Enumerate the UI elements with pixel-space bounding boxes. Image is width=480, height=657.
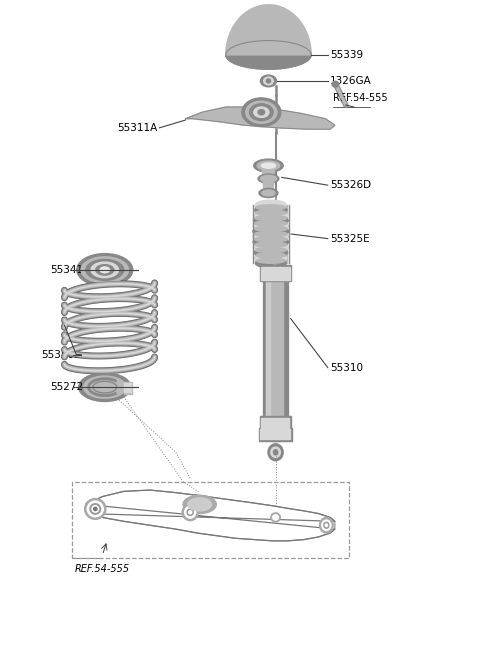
Polygon shape <box>261 265 291 281</box>
Text: 55341: 55341 <box>50 265 84 275</box>
Text: 55326D: 55326D <box>330 180 371 190</box>
Ellipse shape <box>324 522 329 528</box>
Ellipse shape <box>274 449 278 455</box>
Polygon shape <box>86 490 335 541</box>
Ellipse shape <box>262 190 275 196</box>
Ellipse shape <box>253 221 288 231</box>
Ellipse shape <box>254 231 288 237</box>
Text: 55325E: 55325E <box>330 234 370 244</box>
Ellipse shape <box>254 107 269 118</box>
Text: 55310: 55310 <box>330 363 363 373</box>
Polygon shape <box>261 418 289 428</box>
Ellipse shape <box>271 447 280 457</box>
Ellipse shape <box>188 498 212 511</box>
Ellipse shape <box>90 504 101 514</box>
Text: 55339: 55339 <box>330 50 363 60</box>
Ellipse shape <box>246 101 277 124</box>
Text: 55311A: 55311A <box>117 123 157 133</box>
Text: REF.54-555: REF.54-555 <box>75 564 130 574</box>
Ellipse shape <box>86 260 124 281</box>
Polygon shape <box>273 265 278 267</box>
Ellipse shape <box>87 501 103 517</box>
Ellipse shape <box>189 510 192 514</box>
Ellipse shape <box>254 211 288 220</box>
Ellipse shape <box>261 175 276 182</box>
Ellipse shape <box>77 254 133 286</box>
Polygon shape <box>262 166 275 179</box>
Ellipse shape <box>255 210 286 215</box>
Ellipse shape <box>264 77 273 85</box>
Ellipse shape <box>100 267 109 273</box>
Ellipse shape <box>258 174 279 183</box>
Polygon shape <box>185 107 335 129</box>
Ellipse shape <box>183 495 216 514</box>
Ellipse shape <box>84 376 126 398</box>
Text: 55272: 55272 <box>50 382 84 392</box>
Ellipse shape <box>253 243 288 252</box>
Ellipse shape <box>255 254 287 263</box>
Ellipse shape <box>242 98 281 127</box>
Polygon shape <box>265 272 283 434</box>
Ellipse shape <box>261 163 276 168</box>
Text: 1326GA: 1326GA <box>330 76 372 86</box>
Ellipse shape <box>322 520 331 530</box>
Ellipse shape <box>254 237 287 242</box>
Ellipse shape <box>253 232 289 241</box>
Ellipse shape <box>271 513 280 522</box>
Ellipse shape <box>255 215 287 221</box>
Polygon shape <box>259 428 292 441</box>
Ellipse shape <box>266 79 271 83</box>
Polygon shape <box>124 382 132 394</box>
Ellipse shape <box>255 200 286 210</box>
Text: 55350S: 55350S <box>41 350 80 359</box>
Ellipse shape <box>258 110 264 115</box>
Ellipse shape <box>84 499 106 520</box>
Ellipse shape <box>255 242 287 247</box>
Ellipse shape <box>92 506 98 512</box>
Ellipse shape <box>182 504 198 521</box>
Ellipse shape <box>255 248 286 253</box>
Ellipse shape <box>187 509 193 516</box>
Polygon shape <box>260 429 290 440</box>
Ellipse shape <box>257 258 285 263</box>
Ellipse shape <box>256 253 286 258</box>
Polygon shape <box>124 383 132 392</box>
Ellipse shape <box>253 216 288 225</box>
Polygon shape <box>255 205 287 263</box>
Ellipse shape <box>91 262 119 278</box>
Ellipse shape <box>79 373 131 401</box>
Ellipse shape <box>254 248 288 258</box>
Ellipse shape <box>259 189 278 198</box>
Polygon shape <box>263 267 288 440</box>
Ellipse shape <box>325 524 327 526</box>
Polygon shape <box>261 267 290 280</box>
Ellipse shape <box>257 161 280 170</box>
Ellipse shape <box>254 159 283 172</box>
Ellipse shape <box>255 259 286 268</box>
Ellipse shape <box>253 227 289 236</box>
Ellipse shape <box>96 265 114 275</box>
Polygon shape <box>260 417 291 430</box>
Ellipse shape <box>81 257 129 283</box>
Ellipse shape <box>255 206 287 215</box>
Text: REF.54-555: REF.54-555 <box>333 93 387 103</box>
Polygon shape <box>265 273 270 433</box>
Ellipse shape <box>94 507 97 510</box>
Ellipse shape <box>254 226 288 231</box>
Ellipse shape <box>256 205 286 210</box>
Ellipse shape <box>332 81 339 87</box>
Ellipse shape <box>268 444 283 461</box>
Polygon shape <box>226 5 311 55</box>
Ellipse shape <box>261 75 276 87</box>
Ellipse shape <box>226 41 311 69</box>
Ellipse shape <box>185 507 196 518</box>
Polygon shape <box>270 436 281 441</box>
Ellipse shape <box>273 515 278 520</box>
Ellipse shape <box>250 104 273 121</box>
Ellipse shape <box>254 221 287 226</box>
Ellipse shape <box>320 518 333 533</box>
Polygon shape <box>273 265 275 267</box>
Ellipse shape <box>253 237 288 246</box>
Polygon shape <box>263 179 274 193</box>
